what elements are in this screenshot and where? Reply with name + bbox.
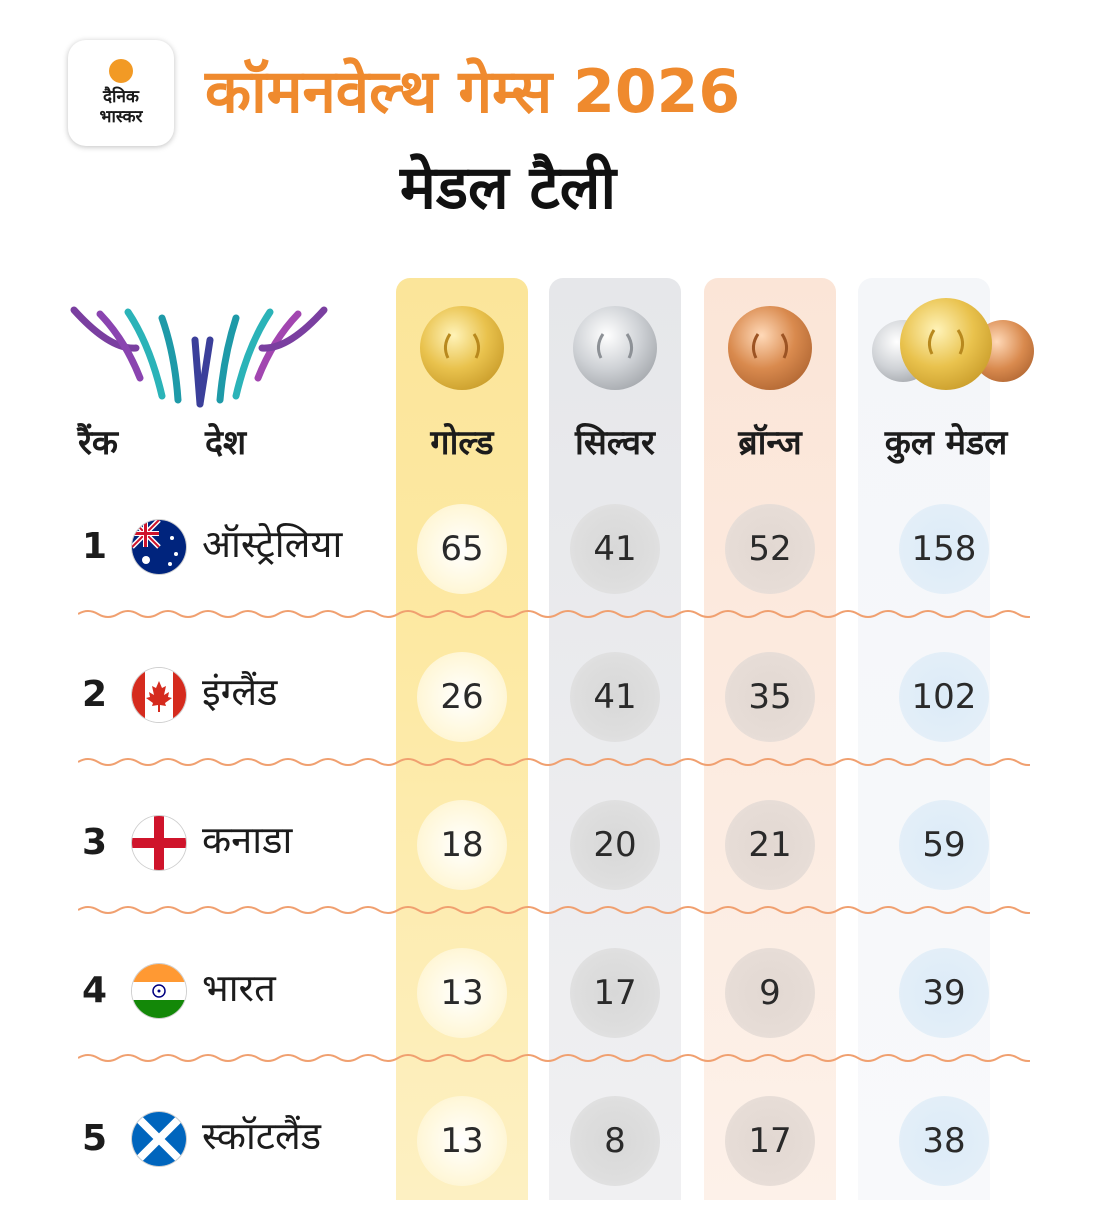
column-header-gold: गोल्ड <box>430 423 494 463</box>
gold-count: 26 <box>417 652 507 742</box>
bronze-count: 9 <box>725 948 815 1038</box>
silver-count: 20 <box>570 800 660 890</box>
page-subtitle: मेडल टैली <box>400 153 617 223</box>
australia-flag-icon <box>132 520 186 574</box>
column-header-total: कुल मेडल <box>884 423 1008 463</box>
england-flag-icon <box>132 816 186 870</box>
table-row: 5 स्कॉटलैंड 13 8 17 38 <box>0 1064 1107 1212</box>
row-divider <box>78 1054 1030 1062</box>
column-header-bronze: ब्रॉन्ज <box>738 423 802 463</box>
table-row: 1 ऑस्ट्रेलिया 65 41 52 158 <box>0 472 1107 620</box>
silver-medal-icon <box>573 306 657 390</box>
total-column-band <box>858 278 990 1200</box>
commonwealth-games-logo-icon <box>70 306 328 408</box>
brand-logo: दैनिक भास्कर <box>68 40 174 146</box>
brand-line-2: भास्कर <box>99 107 143 127</box>
total-count: 39 <box>899 948 989 1038</box>
bronze-count: 21 <box>725 800 815 890</box>
gold-count: 18 <box>417 800 507 890</box>
silver-count: 41 <box>570 652 660 742</box>
total-count: 102 <box>899 652 989 742</box>
total-count: 38 <box>899 1096 989 1186</box>
silver-count: 41 <box>570 504 660 594</box>
total-gold-medal-icon <box>900 298 992 390</box>
gold-count: 13 <box>417 948 507 1038</box>
country-name: स्कॉटलैंड <box>202 1114 322 1158</box>
silver-count: 17 <box>570 948 660 1038</box>
rank-cell: 1 <box>82 526 108 567</box>
silver-count: 8 <box>570 1096 660 1186</box>
country-name: इंग्लैंड <box>202 670 278 714</box>
country-name: भारत <box>202 966 276 1010</box>
bronze-count: 17 <box>725 1096 815 1186</box>
table-row: 3 कनाडा 18 20 21 59 <box>0 768 1107 916</box>
rank-cell: 2 <box>82 674 108 715</box>
country-name: कनाडा <box>202 818 293 862</box>
scotland-flag-icon <box>132 1112 186 1166</box>
gold-medal-icon <box>420 306 504 390</box>
column-header-rank: रैंक <box>78 423 119 463</box>
bronze-count: 52 <box>725 504 815 594</box>
canada-flag-icon <box>132 668 186 722</box>
total-count: 158 <box>899 504 989 594</box>
bronze-count: 35 <box>725 652 815 742</box>
table-row: 4 भारत 13 17 9 39 <box>0 916 1107 1064</box>
bronze-medal-icon <box>728 306 812 390</box>
row-divider <box>78 758 1030 766</box>
row-divider <box>78 610 1030 618</box>
row-divider <box>78 906 1030 914</box>
gold-count: 65 <box>417 504 507 594</box>
column-header-country: देश <box>205 423 247 463</box>
gold-count: 13 <box>417 1096 507 1186</box>
sun-icon <box>109 59 133 83</box>
page-title: कॉमनवेल्थ गेम्स 2026 <box>205 57 741 127</box>
india-flag-icon <box>132 964 186 1018</box>
rank-cell: 4 <box>82 970 108 1011</box>
column-header-silver: सिल्वर <box>575 423 655 463</box>
total-count: 59 <box>899 800 989 890</box>
rank-cell: 3 <box>82 822 108 863</box>
table-row: 2 इंग्लैंड 26 41 35 102 <box>0 620 1107 768</box>
brand-line-1: दैनिक <box>103 87 139 107</box>
rank-cell: 5 <box>82 1118 108 1159</box>
country-name: ऑस्ट्रेलिया <box>202 522 343 566</box>
